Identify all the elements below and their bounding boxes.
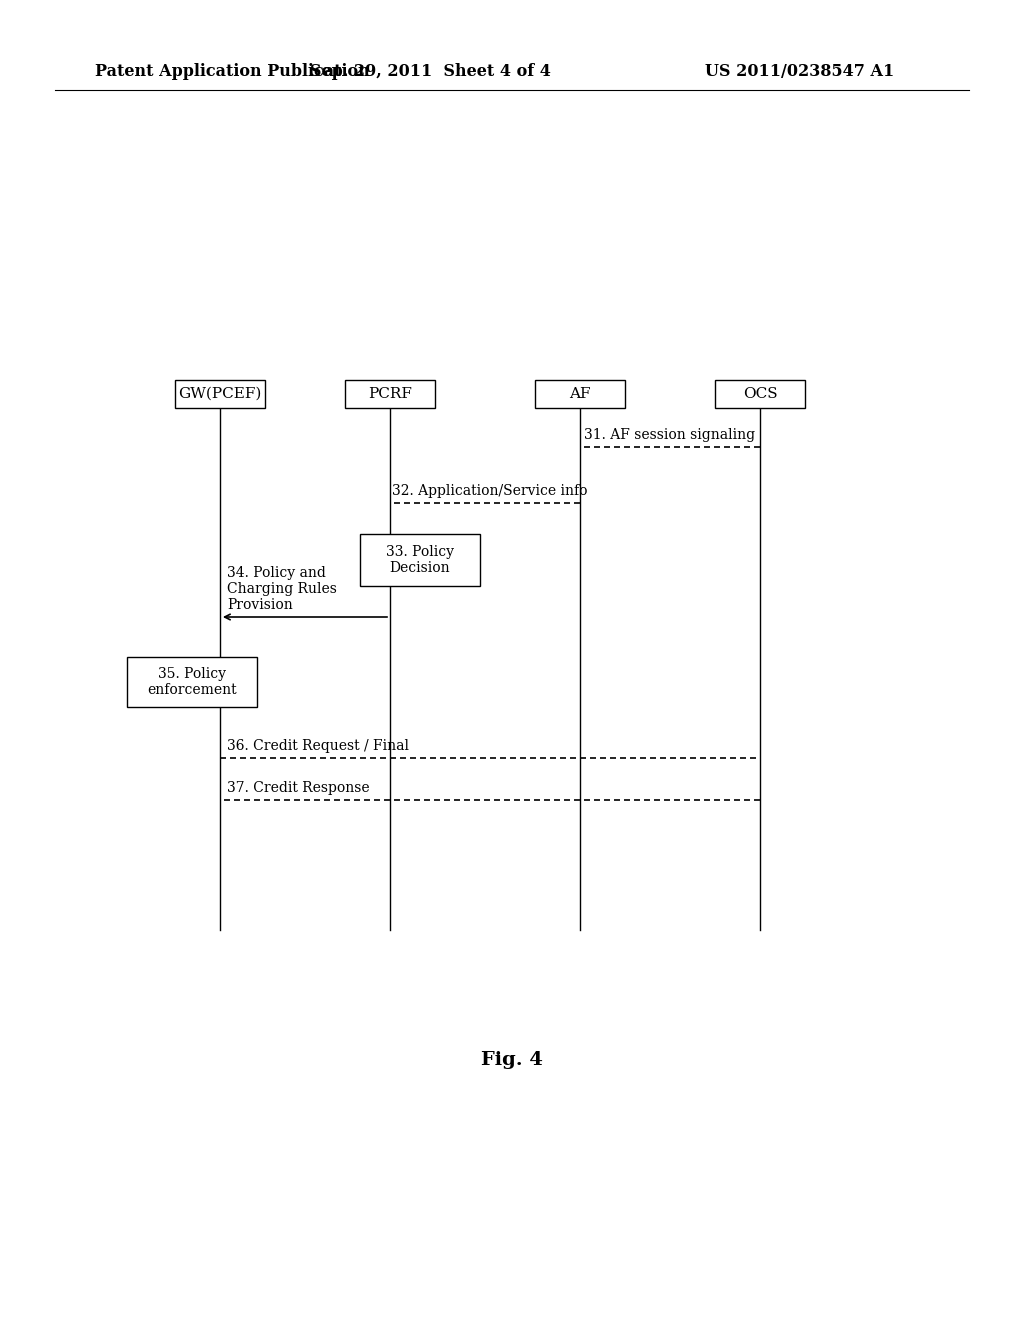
Text: 34. Policy and
Charging Rules
Provision: 34. Policy and Charging Rules Provision (227, 565, 337, 612)
Text: Patent Application Publication: Patent Application Publication (95, 63, 370, 81)
Bar (345, 380, 435, 408)
Text: 32. Application/Service info: 32. Application/Service info (392, 484, 588, 498)
Bar (360, 535, 480, 586)
Text: AF: AF (569, 387, 591, 401)
Text: OCS: OCS (742, 387, 777, 401)
Text: US 2011/0238547 A1: US 2011/0238547 A1 (706, 63, 895, 81)
Text: 33. Policy
Decision: 33. Policy Decision (386, 545, 454, 576)
Text: 37. Credit Response: 37. Credit Response (227, 781, 370, 795)
Text: PCRF: PCRF (368, 387, 412, 401)
Text: Sep. 29, 2011  Sheet 4 of 4: Sep. 29, 2011 Sheet 4 of 4 (309, 63, 551, 81)
Bar (175, 380, 265, 408)
Text: Fig. 4: Fig. 4 (481, 1051, 543, 1069)
Text: GW(PCEF): GW(PCEF) (178, 387, 262, 401)
Text: 35. Policy
enforcement: 35. Policy enforcement (147, 667, 237, 697)
Bar (535, 380, 625, 408)
Bar (127, 657, 257, 708)
Text: 31. AF session signaling: 31. AF session signaling (584, 428, 755, 442)
Bar (715, 380, 805, 408)
Text: 36. Credit Request / Final: 36. Credit Request / Final (227, 739, 409, 752)
